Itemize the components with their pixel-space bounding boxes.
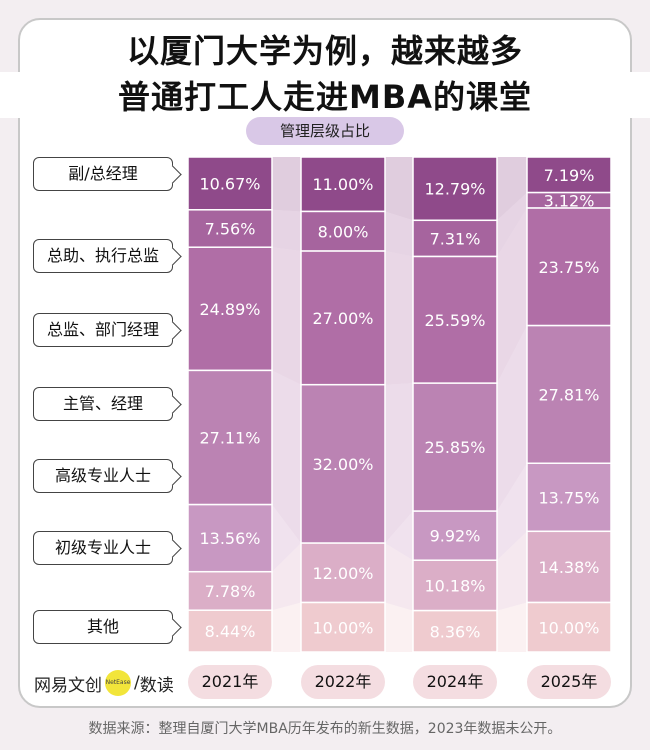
bar-segment bbox=[412, 156, 498, 222]
bar-segment bbox=[526, 324, 612, 465]
bar-segment bbox=[187, 369, 273, 506]
bar-segment bbox=[412, 255, 498, 384]
data-label: 27.00% bbox=[312, 309, 373, 328]
connector-band bbox=[385, 543, 413, 611]
data-label: 9.92% bbox=[430, 527, 481, 546]
bar-segment bbox=[300, 601, 386, 653]
data-label: 10.67% bbox=[199, 174, 260, 193]
connector-band bbox=[272, 504, 301, 572]
data-label: 12.00% bbox=[312, 564, 373, 583]
x-tick-label: 2025年 bbox=[527, 665, 611, 699]
bar-segment bbox=[300, 542, 386, 604]
connector-band bbox=[385, 383, 413, 544]
connector-band bbox=[497, 325, 527, 512]
data-label: 13.75% bbox=[538, 488, 599, 507]
data-label: 7.31% bbox=[430, 229, 481, 248]
connector-band bbox=[385, 511, 413, 561]
data-label: 10.18% bbox=[424, 576, 485, 595]
bar-segment bbox=[412, 382, 498, 512]
data-label: 8.00% bbox=[318, 222, 369, 241]
bar-segment bbox=[187, 209, 273, 248]
category-label: 副/总经理 bbox=[33, 157, 173, 191]
bar-segment bbox=[526, 530, 612, 604]
data-label: 7.78% bbox=[205, 582, 256, 601]
chart-title-line2: 普通打工人走进MBA的课堂 bbox=[0, 72, 650, 118]
bar-segment bbox=[187, 246, 273, 372]
brand-section: 数读 bbox=[139, 675, 174, 696]
category-label: 其他 bbox=[33, 610, 173, 644]
category-label: 初级专业人士 bbox=[33, 531, 173, 565]
data-label: 8.36% bbox=[430, 622, 481, 641]
logo-separator: / bbox=[134, 673, 140, 693]
data-label: 14.38% bbox=[538, 558, 599, 577]
connector-band bbox=[497, 208, 527, 384]
connector-band bbox=[497, 192, 527, 257]
chart-subtitle: 管理层级占比 bbox=[246, 117, 404, 145]
bar-segment bbox=[187, 156, 273, 211]
bar-segment bbox=[300, 210, 386, 252]
netease-badge: NetEase bbox=[105, 670, 131, 696]
bar-segment bbox=[526, 601, 612, 653]
bar-segment bbox=[187, 609, 273, 653]
data-label: 12.79% bbox=[424, 180, 485, 199]
bar-segment bbox=[300, 156, 386, 213]
data-label: 24.89% bbox=[199, 300, 260, 319]
connector-band bbox=[497, 602, 527, 652]
data-label: 7.56% bbox=[205, 220, 256, 239]
category-label: 高级专业人士 bbox=[33, 459, 173, 493]
data-label: 10.00% bbox=[538, 618, 599, 637]
data-label: 13.56% bbox=[199, 529, 260, 548]
data-label: 8.44% bbox=[205, 622, 256, 641]
data-source-note: 数据来源：整理自厦门大学MBA历年发布的新生数据，2023年数据未公开。 bbox=[88, 721, 562, 737]
connector-band bbox=[497, 463, 527, 561]
bar-segment bbox=[412, 510, 498, 561]
connector-band bbox=[385, 157, 413, 221]
connector-band bbox=[385, 602, 413, 652]
bar-segment bbox=[187, 570, 273, 611]
data-label: 27.11% bbox=[199, 429, 260, 448]
brand-logo: 网易文创 NetEase / 数读 bbox=[34, 666, 174, 700]
connector-band bbox=[385, 211, 413, 257]
brand-name: 网易文创 bbox=[34, 675, 102, 696]
category-label: 主管、经理 bbox=[33, 387, 173, 421]
x-tick-label: 2022年 bbox=[301, 665, 385, 699]
connector-band bbox=[272, 247, 301, 385]
data-label: 11.00% bbox=[312, 175, 373, 194]
category-label: 总助、执行总监 bbox=[33, 239, 173, 273]
x-tick-label: 2024年 bbox=[413, 665, 497, 699]
bar-segment bbox=[300, 383, 386, 544]
data-label: 25.85% bbox=[424, 438, 485, 457]
connector-band bbox=[497, 531, 527, 611]
data-label: 23.75% bbox=[538, 258, 599, 277]
bar-segment bbox=[526, 156, 612, 194]
connector-band bbox=[272, 157, 301, 212]
data-label: 32.00% bbox=[312, 455, 373, 474]
data-label: 25.59% bbox=[424, 311, 485, 330]
data-label: 3.12% bbox=[544, 191, 595, 210]
data-label: 10.00% bbox=[312, 618, 373, 637]
bar-segment bbox=[412, 609, 498, 653]
data-label: 27.81% bbox=[538, 385, 599, 404]
x-tick-label: 2021年 bbox=[188, 665, 272, 699]
data-label: 7.19% bbox=[544, 166, 595, 185]
connector-band bbox=[272, 370, 301, 544]
chart-title-line1: 以厦门大学为例，越来越多 bbox=[90, 26, 560, 72]
bar-segment bbox=[187, 503, 273, 573]
connector-band bbox=[272, 543, 301, 611]
connector-band bbox=[385, 251, 413, 385]
bar-segment bbox=[412, 559, 498, 612]
category-label: 总监、部门经理 bbox=[33, 313, 173, 347]
connector-band bbox=[497, 157, 527, 221]
connector-band bbox=[272, 602, 301, 652]
connector-band bbox=[272, 209, 301, 252]
